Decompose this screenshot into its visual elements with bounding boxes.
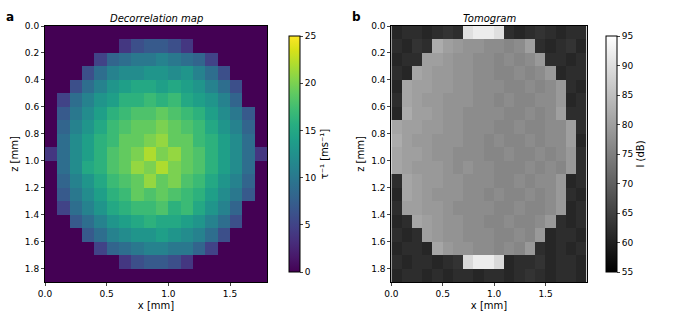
svg-text:0.4: 0.4 (25, 75, 40, 85)
svg-text:Tomogram: Tomogram (463, 13, 516, 24)
svg-text:0.8: 0.8 (25, 129, 40, 139)
svg-text:0.2: 0.2 (25, 48, 39, 58)
svg-text:1.5: 1.5 (223, 289, 237, 299)
svg-text:60: 60 (622, 238, 634, 248)
svg-text:75: 75 (622, 149, 633, 159)
svg-text:z [mm]: z [mm] (9, 136, 20, 172)
svg-text:z [mm]: z [mm] (355, 136, 366, 172)
svg-text:10: 10 (305, 173, 317, 183)
svg-text:x [mm]: x [mm] (138, 300, 174, 311)
svg-text:1.5: 1.5 (538, 289, 552, 299)
svg-text:1.2: 1.2 (371, 183, 385, 193)
svg-text:1.0: 1.0 (371, 156, 386, 166)
svg-text:0.6: 0.6 (371, 102, 386, 112)
svg-text:15: 15 (305, 126, 316, 136)
svg-text:τ⁻¹ [ms⁻¹]: τ⁻¹ [ms⁻¹] (319, 129, 330, 180)
svg-text:20: 20 (305, 78, 317, 88)
svg-text:80: 80 (622, 120, 634, 130)
svg-text:0: 0 (305, 267, 311, 277)
svg-text:65: 65 (622, 208, 633, 218)
svg-text:0.0: 0.0 (38, 289, 53, 299)
svg-text:0.0: 0.0 (25, 21, 40, 31)
svg-text:25: 25 (305, 31, 316, 41)
svg-text:1.0: 1.0 (25, 156, 40, 166)
svg-text:0.2: 0.2 (371, 48, 385, 58)
svg-text:1.2: 1.2 (25, 183, 39, 193)
svg-text:1.4: 1.4 (371, 210, 386, 220)
svg-text:1.4: 1.4 (25, 210, 40, 220)
svg-text:1.8: 1.8 (371, 264, 386, 274)
svg-text:1.0: 1.0 (487, 289, 502, 299)
svg-text:85: 85 (622, 90, 633, 100)
svg-text:0.5: 0.5 (100, 289, 114, 299)
svg-text:70: 70 (622, 179, 634, 189)
svg-text:90: 90 (622, 61, 634, 71)
svg-text:1.6: 1.6 (25, 237, 40, 247)
svg-text:0.5: 0.5 (436, 289, 450, 299)
svg-text:0.0: 0.0 (371, 21, 386, 31)
svg-text:0.8: 0.8 (371, 129, 386, 139)
svg-text:b: b (352, 10, 361, 24)
svg-text:Decorrelation map: Decorrelation map (110, 13, 203, 24)
svg-text:a: a (6, 10, 14, 24)
svg-text:0.0: 0.0 (384, 289, 399, 299)
svg-text:1.8: 1.8 (25, 264, 40, 274)
svg-text:x [mm]: x [mm] (471, 300, 507, 311)
svg-text:0.4: 0.4 (371, 75, 386, 85)
svg-text:1.0: 1.0 (161, 289, 176, 299)
svg-text:5: 5 (305, 220, 311, 230)
svg-text:1.6: 1.6 (371, 237, 386, 247)
svg-text:95: 95 (622, 31, 633, 41)
svg-text:0.6: 0.6 (25, 102, 40, 112)
svg-text:55: 55 (622, 267, 633, 277)
svg-text:I (dB): I (dB) (635, 140, 646, 167)
